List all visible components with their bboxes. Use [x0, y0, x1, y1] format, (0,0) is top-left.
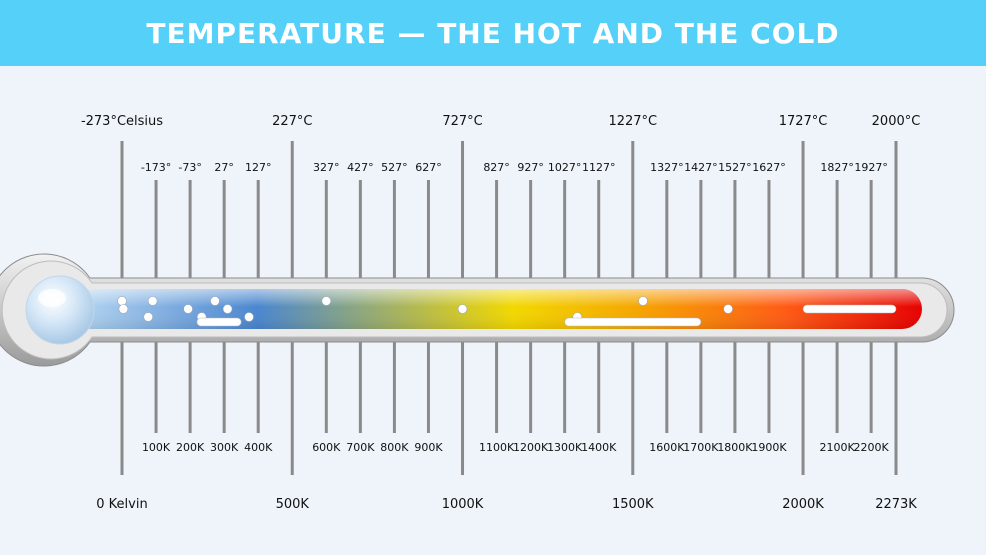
celsius-major-label: 1227°C [608, 114, 657, 129]
thermometer [0, 253, 955, 367]
temperature-marker-dot [638, 296, 648, 306]
kelvin-minor-label: 100K [142, 441, 171, 454]
celsius-minor-label: 827° [483, 161, 510, 174]
celsius-minor-label: 1127° [582, 161, 616, 174]
kelvin-minor-label: 1200K [513, 441, 549, 454]
kelvin-major-label: 2000K [782, 497, 824, 512]
temperature-marker-dot [143, 312, 154, 322]
kelvin-minor-label: 600K [312, 441, 341, 454]
kelvin-minor-label: 800K [380, 441, 409, 454]
header-banner: TEMPERATURE — THE HOT AND THE COLD [0, 0, 986, 66]
celsius-minor-label: 1527° [718, 161, 752, 174]
celsius-minor-label: 127° [245, 161, 272, 174]
temperature-range-bar [802, 304, 897, 314]
kelvin-minor-label: 700K [346, 441, 375, 454]
kelvin-major-label: 1500K [612, 497, 654, 512]
temperature-range-bar [564, 317, 702, 327]
celsius-minor-label: 327° [313, 161, 340, 174]
bulb-highlight [38, 289, 66, 307]
kelvin-minor-label: 2100K [819, 441, 855, 454]
temperature-marker-dot [222, 304, 233, 314]
marker-layer [117, 296, 897, 327]
mercury-shine [70, 289, 922, 329]
kelvin-major-label: 1000K [442, 497, 484, 512]
thermometer-bulb [25, 275, 95, 345]
page-title: TEMPERATURE — THE HOT AND THE COLD [146, 16, 840, 50]
celsius-minor-label: 1027° [548, 161, 582, 174]
kelvin-minor-label: 1800K [717, 441, 753, 454]
celsius-minor-label: 1827° [820, 161, 854, 174]
celsius-minor-label: 1627° [752, 161, 786, 174]
temperature-marker-dot [723, 304, 733, 314]
temperature-marker-dot [183, 304, 193, 314]
temperature-marker-dot [321, 296, 332, 306]
kelvin-minor-label: 1300K [547, 441, 583, 454]
kelvin-minor-label: 2200K [854, 441, 890, 454]
temperature-marker-dot [147, 296, 158, 306]
temperature-range-bar [196, 317, 242, 327]
kelvin-minor-label: 300K [210, 441, 239, 454]
kelvin-minor-label: 1400K [581, 441, 617, 454]
scale-labels: -273°Celsius 0 Kelvin 227°C 500K 727°C 1000K 1… [81, 114, 920, 512]
kelvin-minor-label: 1600K [649, 441, 685, 454]
temperature-marker-dot [118, 304, 129, 314]
kelvin-minor-label: 400K [244, 441, 273, 454]
kelvin-major-label: 2273K [875, 497, 917, 512]
celsius-major-label: -273°Celsius [81, 114, 163, 129]
temperature-marker-dot [457, 304, 468, 314]
kelvin-major-label: 500K [276, 497, 310, 512]
celsius-minor-label: 927° [517, 161, 544, 174]
celsius-major-label: 2000°C [872, 114, 921, 129]
celsius-minor-label: -73° [178, 161, 201, 174]
celsius-major-label: 227°C [272, 114, 312, 129]
kelvin-minor-label: 1900K [751, 441, 787, 454]
celsius-minor-label: 527° [381, 161, 408, 174]
kelvin-minor-label: 1700K [683, 441, 719, 454]
temperature-marker-dot [117, 296, 127, 306]
celsius-minor-label: 1927° [854, 161, 888, 174]
celsius-minor-label: 627° [415, 161, 442, 174]
temperature-marker-dot [244, 312, 254, 322]
celsius-minor-label: 1327° [650, 161, 684, 174]
celsius-major-label: 1727°C [779, 114, 828, 129]
celsius-major-label: 727°C [442, 114, 482, 129]
temperature-marker-dot [210, 296, 220, 306]
kelvin-minor-label: 200K [176, 441, 205, 454]
kelvin-major-label: 0 Kelvin [96, 497, 147, 512]
celsius-minor-label: 1427° [684, 161, 718, 174]
kelvin-minor-label: 900K [414, 441, 443, 454]
celsius-minor-label: 427° [347, 161, 374, 174]
celsius-minor-label: -173° [141, 161, 171, 174]
celsius-minor-label: 27° [214, 161, 234, 174]
kelvin-minor-label: 1100K [479, 441, 515, 454]
